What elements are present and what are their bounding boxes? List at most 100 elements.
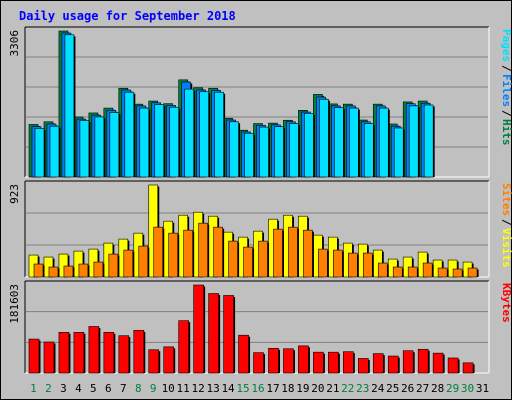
bar-kbytes-day-1	[28, 338, 41, 374]
bar-fill	[193, 284, 204, 374]
bar-fill	[313, 351, 324, 374]
bar-fill	[283, 348, 294, 374]
bar-fill	[48, 266, 59, 278]
bar-fill	[79, 120, 90, 178]
x-tick-label: 4	[75, 382, 82, 395]
x-tick-label: 19	[296, 382, 309, 395]
bar-pages-day-8	[139, 107, 151, 178]
legend-label-sites: Sites	[500, 183, 512, 216]
legend-label-visits: Visits	[500, 228, 512, 268]
bar-pages-day-3	[64, 34, 76, 178]
legend-kbytes: KBytes	[500, 283, 512, 323]
bar-fill	[229, 121, 239, 178]
x-tick-label: 5	[90, 382, 97, 395]
bar-fill	[447, 357, 459, 374]
bar-fill	[223, 295, 234, 374]
bar-fill	[333, 249, 343, 278]
bar-fill	[274, 126, 284, 178]
legend-label-kbytes: KBytes	[500, 283, 512, 323]
x-tick-label: 17	[266, 382, 279, 395]
bar-fill	[392, 266, 403, 278]
x-tick-label: 13	[206, 382, 219, 395]
bar-kbytes-day-23	[357, 358, 370, 374]
bar-pages-day-16	[259, 126, 271, 178]
legend-label-hits: Hits	[500, 119, 512, 146]
bar-kbytes-day-10	[163, 346, 176, 374]
bar-fill	[422, 262, 433, 278]
bar-kbytes-day-27	[417, 348, 430, 374]
bar-kbytes-day-15	[238, 334, 251, 374]
bar-sites-day-11	[183, 229, 195, 278]
bar-sites-day-6	[108, 253, 120, 278]
bar-kbytes-day-17	[268, 347, 280, 374]
bar-kbytes-day-18	[283, 348, 295, 374]
x-tick-label: 24	[371, 382, 385, 395]
chart-title: Daily usage for September 2018	[19, 9, 236, 23]
bar-fill	[348, 252, 358, 278]
bar-fill	[33, 263, 44, 278]
bar-kbytes-day-20	[313, 351, 325, 374]
bar-sites-day-22	[348, 252, 359, 278]
bar-sites-day-21	[333, 249, 344, 278]
x-tick-label: 22	[341, 382, 354, 395]
bar-fill	[349, 107, 359, 178]
bar-fill	[163, 346, 175, 374]
legend-visits-sites: Sites / Visits	[500, 183, 512, 268]
bar-fill	[452, 268, 463, 278]
x-tick-label: 23	[356, 382, 369, 395]
bar-sites-day-29	[452, 268, 464, 278]
bar-kbytes-day-24	[372, 353, 385, 374]
bar-fill	[58, 253, 69, 278]
bar-fill	[63, 265, 74, 278]
bar-kbytes-day-21	[328, 351, 340, 374]
bar-sites-day-27	[422, 262, 434, 278]
bar-fill	[169, 106, 180, 178]
bar-fill	[362, 252, 373, 278]
bar-fill	[372, 353, 384, 374]
bar-kbytes-day-22	[343, 351, 355, 374]
bar-pages-day-18	[289, 123, 300, 178]
bar-sites-day-18	[288, 226, 299, 278]
bar-kbytes-day-14	[223, 295, 236, 374]
x-tick-label: 28	[431, 382, 444, 395]
x-tick-label: 11	[177, 382, 190, 395]
bar-sites-day-14	[228, 240, 240, 278]
bar-fill	[73, 331, 85, 374]
x-tick-label: 21	[326, 382, 339, 395]
bar-fill	[319, 98, 329, 178]
bar-sites-day-3	[63, 265, 75, 278]
bar-kbytes-day-2	[43, 341, 56, 374]
bar-fill	[228, 240, 238, 278]
bar-fill	[402, 350, 414, 374]
bar-fill	[198, 222, 208, 278]
bar-kbytes-day-29	[447, 357, 460, 374]
y-max-label: 3306	[8, 30, 21, 57]
bar-fill	[447, 259, 458, 278]
bar-sites-day-1	[33, 263, 45, 278]
bar-fill	[437, 267, 448, 278]
bar-kbytes-day-3	[58, 331, 71, 374]
panel-hits-files-pages: 3306	[8, 26, 490, 178]
legend-label-files: Files	[500, 74, 512, 107]
x-tick-label: 8	[135, 382, 142, 395]
bar-pages-day-22	[349, 107, 360, 178]
bar-sites-day-2	[48, 266, 60, 278]
legend-separator: /	[500, 110, 512, 117]
bar-fill	[289, 123, 299, 178]
bar-pages-day-20	[319, 98, 330, 178]
bar-pages-day-5	[94, 116, 106, 178]
bar-pages-day-23	[363, 123, 375, 178]
bar-sites-day-13	[213, 226, 225, 278]
bar-pages-day-27	[423, 104, 435, 178]
bar-fill	[183, 229, 193, 278]
bar-sites-day-5	[93, 261, 105, 278]
bar-sites-day-8	[138, 245, 150, 278]
bar-fill	[467, 267, 478, 278]
bar-pages-day-10	[169, 106, 181, 178]
bar-fill	[258, 240, 268, 278]
panel-visits-sites: 923	[8, 180, 490, 278]
x-tick-label: 14	[221, 382, 235, 395]
bar-fill	[34, 128, 45, 178]
bar-fill	[244, 132, 254, 178]
